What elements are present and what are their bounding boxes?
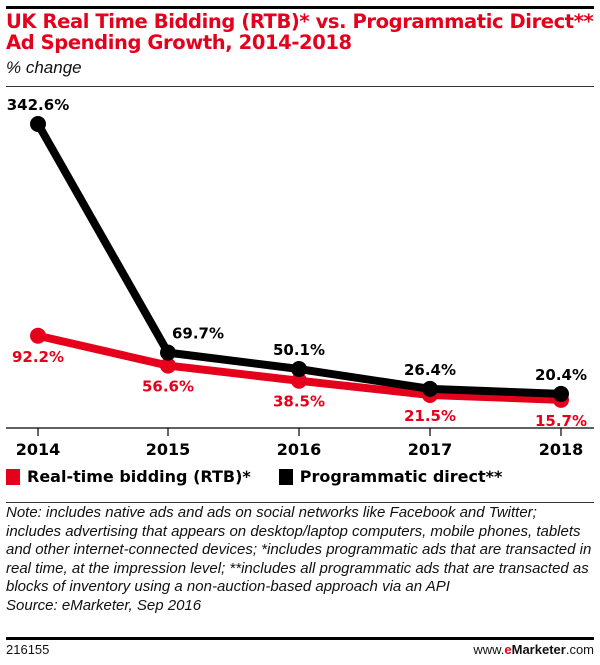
brand-e: e	[504, 642, 512, 657]
data-label-rtb-2017: 21.5%	[404, 407, 456, 425]
data-point-programmatic-direct-2014	[30, 116, 46, 132]
data-point-rtb-2016	[291, 372, 307, 389]
bottom-rule	[6, 637, 594, 640]
legend-swatch-rtb	[6, 468, 20, 485]
brand-main: Marketer	[511, 642, 566, 657]
data-point-programmatic-direct-2017	[422, 380, 438, 397]
chart-title: UK Real Time Bidding (RTB)* vs. Programm…	[6, 11, 596, 53]
data-label-rtb-2018: 15.7%	[535, 412, 587, 430]
data-label-programmatic-direct-2014: 342.6%	[7, 96, 69, 114]
legend-item-programmatic-direct: Programmatic direct**	[278, 467, 503, 486]
legend-rule	[6, 502, 594, 503]
x-tick-label-2018: 2018	[539, 440, 584, 458]
x-tick-label-2016: 2016	[277, 440, 322, 458]
footnote: Note: includes native ads and ads on soc…	[6, 504, 596, 616]
data-point-programmatic-direct-2018	[553, 385, 569, 402]
x-tick-label-2014: 2014	[16, 440, 61, 458]
chart-id: 216155	[6, 642, 50, 657]
note-text: Note: includes native ads and ads on soc…	[6, 504, 592, 596]
data-label-programmatic-direct-2016: 50.1%	[273, 341, 325, 359]
data-point-rtb-2015	[160, 357, 176, 374]
data-label-programmatic-direct-2017: 26.4%	[404, 361, 456, 379]
source-text: Source: eMarketer, Sep 2016	[6, 596, 202, 614]
subtitle-rule	[6, 86, 594, 87]
data-label-programmatic-direct-2018: 20.4%	[535, 366, 587, 384]
legend-item-rtb: Real-time bidding (RTB)*	[6, 467, 251, 486]
legend-label-rtb: Real-time bidding (RTB)*	[27, 467, 251, 486]
chart-subtitle: % change	[6, 58, 82, 77]
x-tick-label-2017: 2017	[408, 440, 453, 458]
legend: Real-time bidding (RTB)* Programmatic di…	[6, 467, 530, 486]
brand-prefix: www.	[473, 642, 505, 657]
data-label-rtb-2015: 56.6%	[142, 378, 194, 396]
data-label-rtb-2016: 38.5%	[273, 393, 325, 411]
legend-swatch-programmatic-direct	[278, 468, 293, 485]
data-point-rtb-2014	[30, 327, 46, 344]
legend-label-programmatic-direct: Programmatic direct**	[299, 467, 503, 486]
chart-title-line-2: Ad Spending Growth, 2014-2018	[6, 31, 352, 54]
brand-suffix: .com	[565, 642, 594, 657]
data-point-programmatic-direct-2016	[291, 361, 307, 378]
x-tick-label-2015: 2015	[146, 440, 191, 458]
data-label-programmatic-direct-2015: 69.7%	[172, 325, 224, 343]
data-label-rtb-2014: 92.2%	[12, 348, 64, 366]
top-rule	[6, 6, 594, 9]
line-chart: 2014 2015 2016 2017 2018 92.2% 56.6% 38.5% 21.5…	[6, 96, 594, 458]
data-point-programmatic-direct-2015	[160, 344, 176, 361]
brand-url[interactable]: www.eMarketer.com	[473, 642, 594, 657]
chart-title-line-1: UK Real Time Bidding (RTB)* vs. Programm…	[6, 10, 594, 33]
